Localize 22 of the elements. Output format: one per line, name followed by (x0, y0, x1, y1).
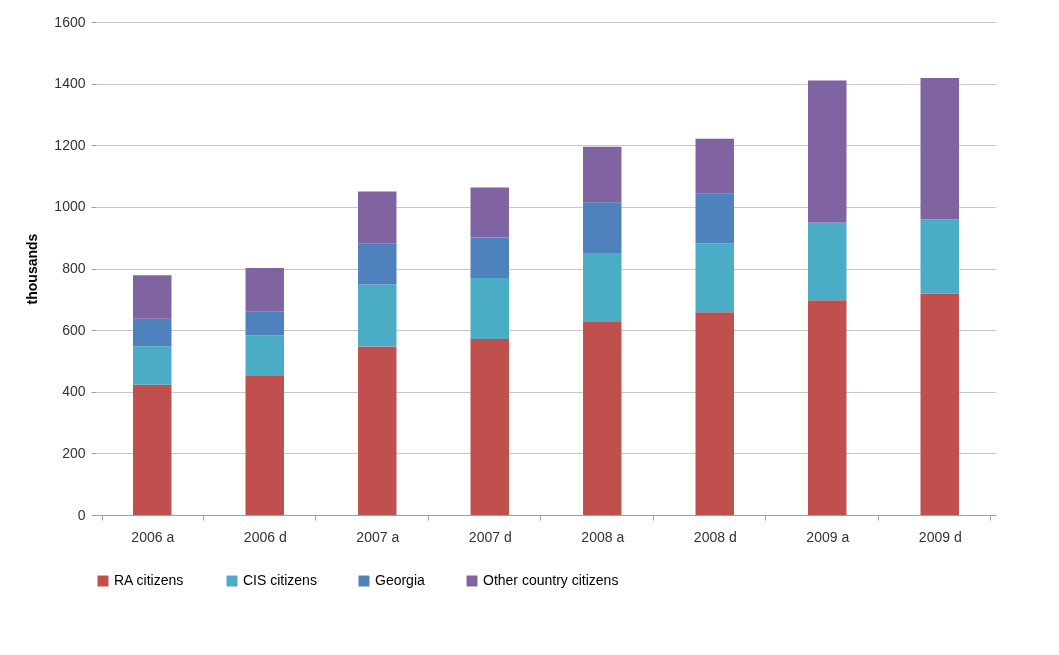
x-tick-label: 2008 a (581, 528, 625, 545)
x-tick-label: 2008 d (693, 528, 737, 545)
x-tick-label: 2006 d (243, 528, 287, 545)
y-tick-label: 0 (77, 506, 86, 523)
y-tick-label: 800 (62, 260, 86, 276)
x-tick-label: 2006 a (131, 528, 175, 545)
legend-label: RA citizens (114, 572, 184, 588)
y-tick-label: 400 (62, 383, 86, 400)
y-tick-label: 200 (62, 444, 86, 461)
y-tick-label: 1600 (54, 13, 86, 30)
x-tick-label: 2009 a (806, 528, 850, 545)
legend-label: Georgia (375, 572, 426, 588)
y-axis-title: thousands (24, 233, 41, 305)
x-tick-label: 2009 d (918, 528, 962, 545)
x-tick-label: 2007 d (468, 528, 512, 545)
y-tick-label: 600 (62, 321, 86, 338)
y-tick-label: 1000 (54, 198, 86, 215)
x-tick-label: 2007 a (356, 528, 400, 545)
legend-label: CIS citizens (243, 572, 317, 588)
y-tick-label: 1400 (54, 75, 86, 92)
legend-label: Other country citizens (483, 572, 619, 588)
y-tick-label: 1200 (54, 136, 86, 153)
